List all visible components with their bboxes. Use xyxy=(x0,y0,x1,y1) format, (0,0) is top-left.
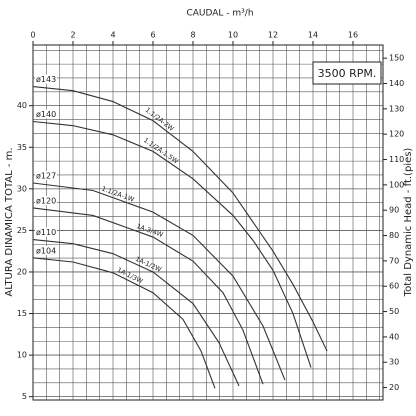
pump-curve xyxy=(32,207,264,385)
y2-tick-label: 80 xyxy=(389,231,399,240)
pump-curve xyxy=(32,182,286,381)
x-axis-title: CAUDAL - m³/h xyxy=(186,9,253,19)
y-tick-label: 10 xyxy=(17,351,27,360)
y2-tick-label: 30 xyxy=(389,358,399,367)
y2-tick-label: 100 xyxy=(389,180,404,189)
x-tick-label: 0 xyxy=(30,31,35,40)
diameter-label: ø104 xyxy=(36,246,56,255)
annotation: 3500 RPM. xyxy=(318,67,377,80)
y-tick-label: 35 xyxy=(17,143,27,152)
x-tick-label: 4 xyxy=(110,31,115,40)
diameter-label: ø120 xyxy=(36,196,56,205)
y-tick-label: 30 xyxy=(17,184,27,193)
y2-tick-label: 110 xyxy=(389,155,404,164)
y-tick-label: 15 xyxy=(17,309,27,318)
x-tick-label: 2 xyxy=(70,31,75,40)
y-tick-label: 25 xyxy=(17,226,27,235)
pump-curve xyxy=(32,86,328,352)
y-tick-label: 5 xyxy=(22,392,27,401)
pump-curve xyxy=(32,257,216,389)
annotation-box xyxy=(312,61,382,85)
y2-tick-label: 20 xyxy=(389,383,399,392)
y2-axis-title: Total Dynamic Head - ft.(pies) xyxy=(403,148,414,298)
diameter-label-bg xyxy=(35,109,57,119)
diameter-label-bg xyxy=(35,171,57,181)
y2-tick-label: 50 xyxy=(389,307,399,316)
x-tick-label: 8 xyxy=(190,31,195,40)
y-axis-title: ALTURA DINAMICA TOTAL - m. xyxy=(4,147,15,296)
y2-tick-label: 90 xyxy=(389,206,399,215)
x-tick-label: 6 xyxy=(150,31,155,40)
diameter-label: ø127 xyxy=(36,172,56,181)
x-tick-label: 14 xyxy=(308,31,318,40)
y2-tick-label: 150 xyxy=(389,54,404,63)
y2-tick-label: 130 xyxy=(389,104,404,113)
pump-curve xyxy=(32,120,312,368)
diameter-label-bg xyxy=(35,227,57,237)
diameter-label-bg xyxy=(35,245,57,255)
diameter-label: ø140 xyxy=(36,110,56,119)
x-tick-label: 12 xyxy=(268,31,278,40)
x-tick-label: 16 xyxy=(348,31,358,40)
diameter-label-bg xyxy=(35,74,57,84)
y2-tick-label: 70 xyxy=(389,256,399,265)
curve-label-group: 1.1/2A-1W xyxy=(101,185,136,204)
y-tick-label: 20 xyxy=(17,267,27,276)
y2-tick-label: 60 xyxy=(389,282,399,291)
y2-tick-label: 120 xyxy=(389,130,404,139)
y2-tick-label: 140 xyxy=(389,79,404,88)
diameter-label: ø110 xyxy=(36,228,56,237)
diameter-label: ø143 xyxy=(36,75,56,84)
y2-tick-label: 40 xyxy=(389,332,399,341)
y-tick-label: 40 xyxy=(17,101,27,110)
curve-label: 1.1/2A-1W xyxy=(101,185,136,204)
diameter-label-bg xyxy=(35,195,57,205)
plot-frame xyxy=(32,44,384,401)
pump-curve xyxy=(32,238,240,387)
x-tick-label: 10 xyxy=(228,31,238,40)
